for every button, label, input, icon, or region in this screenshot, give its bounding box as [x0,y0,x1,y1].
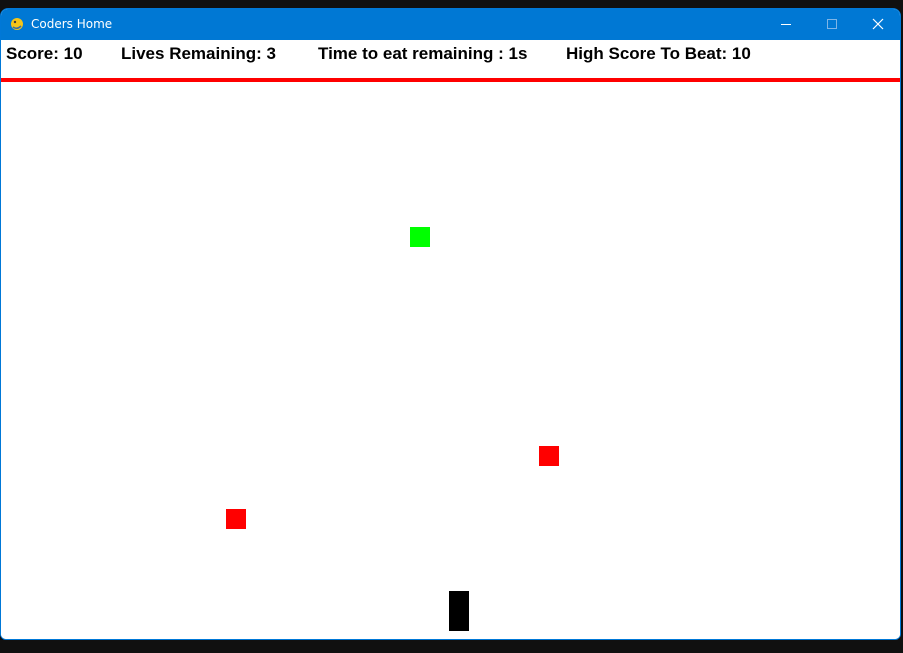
game-window: Coders Home Score: 10 Lives Remaining: 3… [0,8,901,640]
game-playfield[interactable] [1,82,900,639]
food-block [410,227,430,247]
high-score-label: High Score To Beat: 10 [566,44,751,63]
enemy-block [226,509,246,529]
timer-label: Time to eat remaining : 1s [318,44,528,63]
enemy-block [539,446,559,466]
close-button[interactable] [855,9,900,40]
lives-label: Lives Remaining: 3 [121,44,276,63]
score-label: Score: 10 [6,44,83,63]
minimize-button[interactable] [763,9,809,40]
window-title: Coders Home [31,17,113,31]
hud-divider [1,78,900,82]
minimize-icon [781,24,791,25]
hud-bar: Score: 10 Lives Remaining: 3 Time to eat… [1,40,900,78]
pygame-snake-icon [11,18,23,30]
player-snake [449,591,469,631]
title-bar[interactable]: Coders Home [1,9,900,40]
maximize-button[interactable] [809,9,855,40]
maximize-icon [827,19,837,29]
close-icon [872,18,884,30]
